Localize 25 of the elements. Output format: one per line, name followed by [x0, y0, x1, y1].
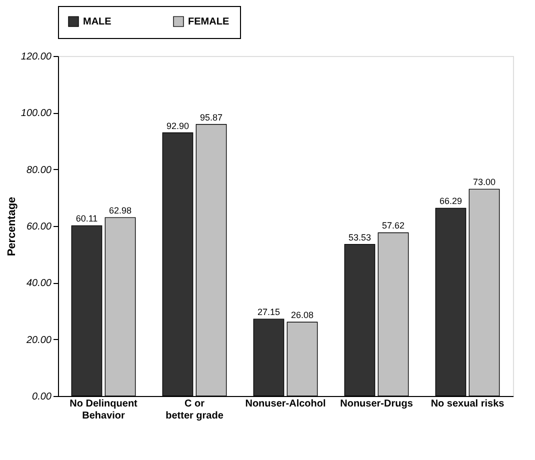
y-axis-title: Percentage [6, 196, 18, 256]
text: 27.15 [257, 307, 280, 318]
text: 92.90 [166, 120, 189, 131]
text: 53.53 [348, 232, 371, 242]
text: 26.08 [291, 310, 314, 320]
text: 57.62 [382, 220, 405, 231]
legend-label: MALE [83, 16, 112, 28]
y-tick-label: 80.00 [26, 164, 52, 176]
x-tick-label: Nonuser-Alcohol [245, 398, 326, 410]
text: 62.98 [109, 206, 132, 216]
y-tick-label: 20.00 [25, 334, 52, 346]
x-tick-label: C or better grade [166, 398, 224, 422]
y-tick-label: 100.00 [20, 108, 52, 120]
y-tick-label: 120.00 [20, 52, 52, 62]
x-tick-label: Nonuser-Drugs [340, 398, 414, 410]
text: 95.87 [200, 112, 223, 122]
y-tick-label: 60.00 [26, 222, 52, 232]
x-tick-label: No Delinquent Behavior [70, 398, 138, 422]
text: 66.29 [439, 196, 462, 206]
legend-label: FEMALE [188, 16, 230, 28]
y-tick-label: 0.00 [32, 392, 52, 402]
x-tick-label: No sexual risks [430, 398, 505, 410]
text: 73.00 [473, 177, 496, 188]
y-tick-label: 40.00 [26, 278, 52, 290]
text: 60.11 [76, 214, 98, 224]
